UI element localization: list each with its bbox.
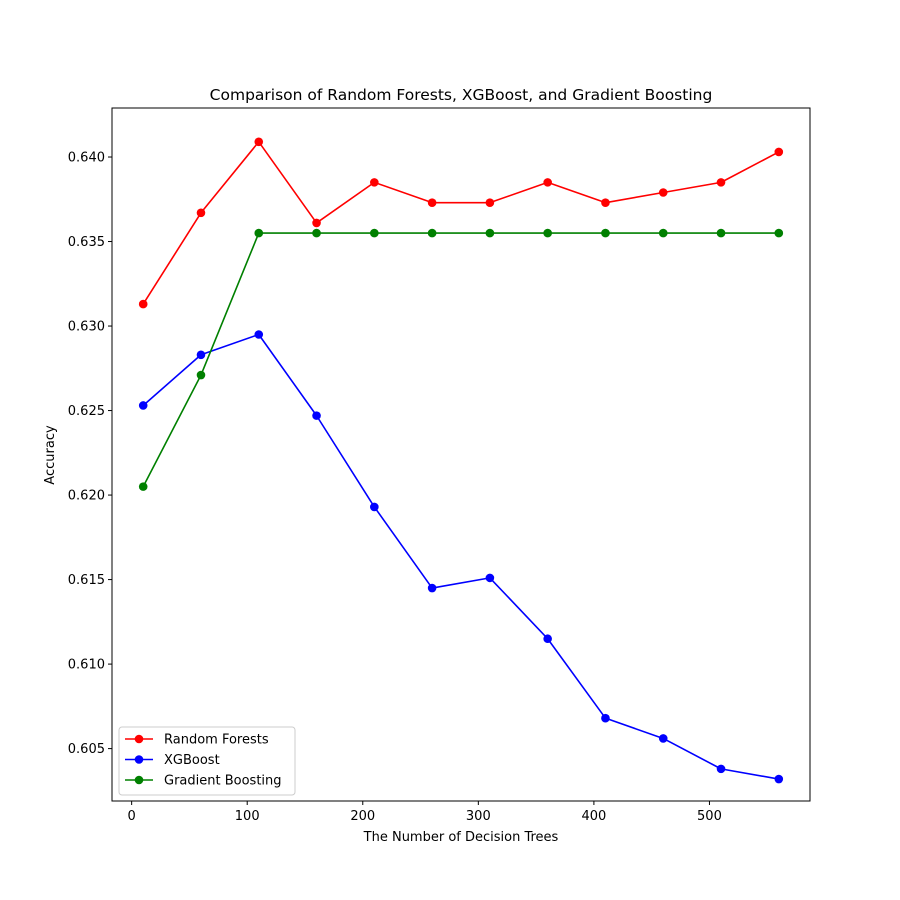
data-point-xgboost xyxy=(370,502,379,512)
x-tick-label: 200 xyxy=(350,809,375,824)
data-point-xgboost xyxy=(254,330,264,339)
series-line-random-forests xyxy=(142,141,780,305)
x-tick-label: 0 xyxy=(128,809,136,824)
plot-area: 0 100 200 300 400 500 0.605 0.610 0.615 0.620 0.62… xyxy=(68,107,811,824)
y-tick-label: 0.605 xyxy=(68,742,105,757)
legend-label-gradient-boosting: Gradient Boosting xyxy=(164,774,282,789)
data-point-random-forests xyxy=(658,188,668,197)
data-point-random-forests xyxy=(485,198,495,207)
series-line-xgboost xyxy=(142,333,779,780)
y-tick-label: 0.610 xyxy=(68,658,105,673)
x-axis-label: The Number of Decision Trees xyxy=(363,830,559,845)
data-point-xgboost xyxy=(312,411,321,420)
data-point-random-forests xyxy=(138,299,148,309)
y-tick-label: 0.640 xyxy=(68,151,105,166)
legend: Random Forests XGBoost Gradient Boosting xyxy=(118,726,296,796)
axes-frame xyxy=(111,107,811,802)
x-tick-label: 400 xyxy=(581,809,606,824)
y-tick-label: 0.615 xyxy=(68,573,105,588)
data-point-random-forests xyxy=(427,198,437,207)
data-point-xgboost xyxy=(427,583,437,593)
data-point-xgboost xyxy=(543,634,552,644)
legend-marker-xgboost xyxy=(134,755,144,764)
data-point-xgboost xyxy=(716,764,726,774)
data-point-xgboost xyxy=(601,713,610,723)
legend-label-xgboost: XGBoost xyxy=(164,753,220,768)
data-point-random-forests xyxy=(196,208,206,218)
data-point-random-forests xyxy=(370,178,379,187)
data-point-random-forests xyxy=(601,198,610,207)
data-point-random-forests xyxy=(312,218,321,228)
data-point-gradient-boosting xyxy=(138,482,148,491)
y-tick-label: 0.620 xyxy=(68,489,105,504)
chart-title: Comparison of Random Forests, XGBoost, a… xyxy=(210,86,713,104)
data-point-gradient-boosting xyxy=(196,370,206,380)
series-line-gradient-boosting xyxy=(142,232,779,487)
data-point-xgboost xyxy=(138,401,148,410)
data-point-gradient-boosting xyxy=(716,228,726,238)
data-point-random-forests xyxy=(543,178,552,187)
data-point-gradient-boosting xyxy=(370,228,379,238)
data-point-xgboost xyxy=(485,573,495,583)
data-point-gradient-boosting xyxy=(485,228,495,238)
data-point-gradient-boosting xyxy=(774,228,784,238)
x-tick-label: 100 xyxy=(235,809,260,824)
data-point-gradient-boosting xyxy=(543,228,552,238)
y-tick-label: 0.625 xyxy=(68,404,105,419)
legend-marker-random-forests xyxy=(134,734,144,744)
data-point-xgboost xyxy=(196,350,206,360)
data-point-gradient-boosting xyxy=(658,228,668,238)
data-point-xgboost xyxy=(658,734,668,743)
legend-label-random-forests: Random Forests xyxy=(164,733,269,748)
data-point-xgboost xyxy=(774,774,784,784)
x-tick-label: 500 xyxy=(697,809,722,824)
y-axis-label: Accuracy xyxy=(43,425,58,485)
x-tick-label: 300 xyxy=(466,809,491,824)
data-point-gradient-boosting xyxy=(254,228,264,238)
data-point-random-forests xyxy=(774,147,784,157)
data-point-gradient-boosting xyxy=(601,228,610,238)
y-tick-label: 0.630 xyxy=(68,320,105,335)
legend-marker-gradient-boosting xyxy=(134,775,144,785)
data-point-random-forests xyxy=(254,137,264,147)
data-point-gradient-boosting xyxy=(312,228,321,238)
data-point-random-forests xyxy=(716,178,726,187)
data-point-gradient-boosting xyxy=(427,228,437,238)
legend-box xyxy=(118,726,296,796)
y-tick-label: 0.635 xyxy=(68,235,105,250)
